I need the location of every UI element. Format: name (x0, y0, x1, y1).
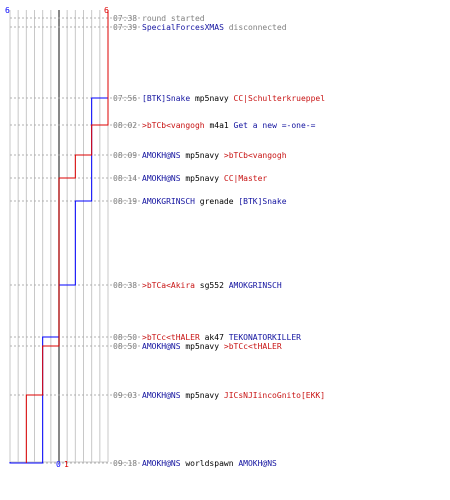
event-row: SpecialForcesXMAS disconnected (142, 23, 287, 32)
event-victim: TEKONATORKILLER (228, 333, 301, 342)
event-victim: [BTK]Snake (238, 197, 287, 206)
event-victim: >bTCc<tHALER (223, 342, 282, 351)
blue-bottom-score: 0 (56, 460, 61, 469)
event-row: >bTCa<Akira sg552 AMOKGRINSCH (142, 281, 282, 290)
event-player: SpecialForcesXMAS (142, 23, 224, 32)
event-victim: Get a new =-one-= (233, 121, 316, 130)
event-weapon: mp5navy (180, 151, 224, 160)
event-killer: >bTCb<vangogh (142, 121, 205, 130)
graph-grid (9, 10, 109, 463)
event-victim: JICsNJIincoGnito[EKK] (223, 391, 326, 400)
event-killer: AMOKH@NS (142, 391, 181, 400)
event-victim: >bTCb<vangogh (223, 151, 287, 160)
event-weapon: mp5navy (190, 94, 234, 103)
event-time: 07:39 (113, 23, 138, 32)
event-victim: AMOKGRINSCH (228, 281, 282, 290)
event-killer: >bTCc<tHALER (142, 333, 200, 342)
event-victim: CC|Master (223, 174, 268, 183)
blue-top-score: 6 (5, 6, 10, 15)
event-weapon: grenade (194, 197, 239, 206)
event-row: AMOKH@NS mp5navy >bTCb<vangogh (142, 151, 287, 160)
event-row: >bTCc<tHALER ak47 TEKONATORKILLER (142, 333, 301, 342)
red-bottom-score: 1 (64, 460, 69, 469)
event-weapon: mp5navy (180, 342, 224, 351)
event-killer: AMOKGRINSCH (142, 197, 195, 206)
event-weapon: ak47 (199, 333, 229, 342)
event-weapon: worldspawn (180, 459, 239, 468)
event-row: AMOKGRINSCH grenade [BTK]Snake (142, 197, 287, 206)
event-weapon: m4a1 (204, 121, 234, 130)
event-victim: AMOKH@NS (238, 459, 277, 468)
event-killer: AMOKH@NS (142, 174, 181, 183)
event-time: 08:50 (113, 333, 138, 342)
event-row: round started (142, 14, 205, 23)
event-weapon: mp5navy (180, 174, 224, 183)
red-top-score: 6 (104, 6, 109, 15)
red-team-line (25, 10, 109, 463)
event-time: 08:02 (113, 121, 138, 130)
event-killer: AMOKH@NS (142, 459, 181, 468)
event-killer: AMOKH@NS (142, 151, 181, 160)
event-killer: AMOKH@NS (142, 342, 181, 351)
event-killer: [BTK]Snake (142, 94, 191, 103)
event-time: 07:38 (113, 14, 138, 23)
event-row: [BTK]Snake mp5navy CC|Schulterkrueppel (142, 94, 325, 103)
event-time: 07:56 (113, 94, 138, 103)
event-action: disconnected (223, 23, 287, 32)
event-time: 08:19 (113, 197, 138, 206)
event-time: 09:18 (113, 459, 138, 468)
event-weapon: mp5navy (180, 391, 224, 400)
event-time: 08:50 (113, 342, 138, 351)
event-killer: >bTCa<Akira (142, 281, 195, 290)
event-row: AMOKH@NS worldspawn AMOKH@NS (142, 459, 277, 468)
event-weapon: sg552 (194, 281, 229, 290)
event-row: AMOKH@NS mp5navy JICsNJIincoGnito[EKK] (142, 391, 325, 400)
event-row: AMOKH@NS mp5navy CC|Master (142, 174, 267, 183)
event-text: round started (142, 14, 205, 23)
event-row: >bTCb<vangogh m4a1 Get a new =-one-= (142, 121, 315, 130)
event-victim: CC|Schulterkrueppel (233, 94, 326, 103)
event-time: 08:14 (113, 174, 138, 183)
event-row: AMOKH@NS mp5navy >bTCc<tHALER (142, 342, 282, 351)
event-time: 08:38 (113, 281, 138, 290)
event-time: 08:09 (113, 151, 138, 160)
event-ticks (10, 17, 142, 464)
event-time: 09:03 (113, 391, 138, 400)
